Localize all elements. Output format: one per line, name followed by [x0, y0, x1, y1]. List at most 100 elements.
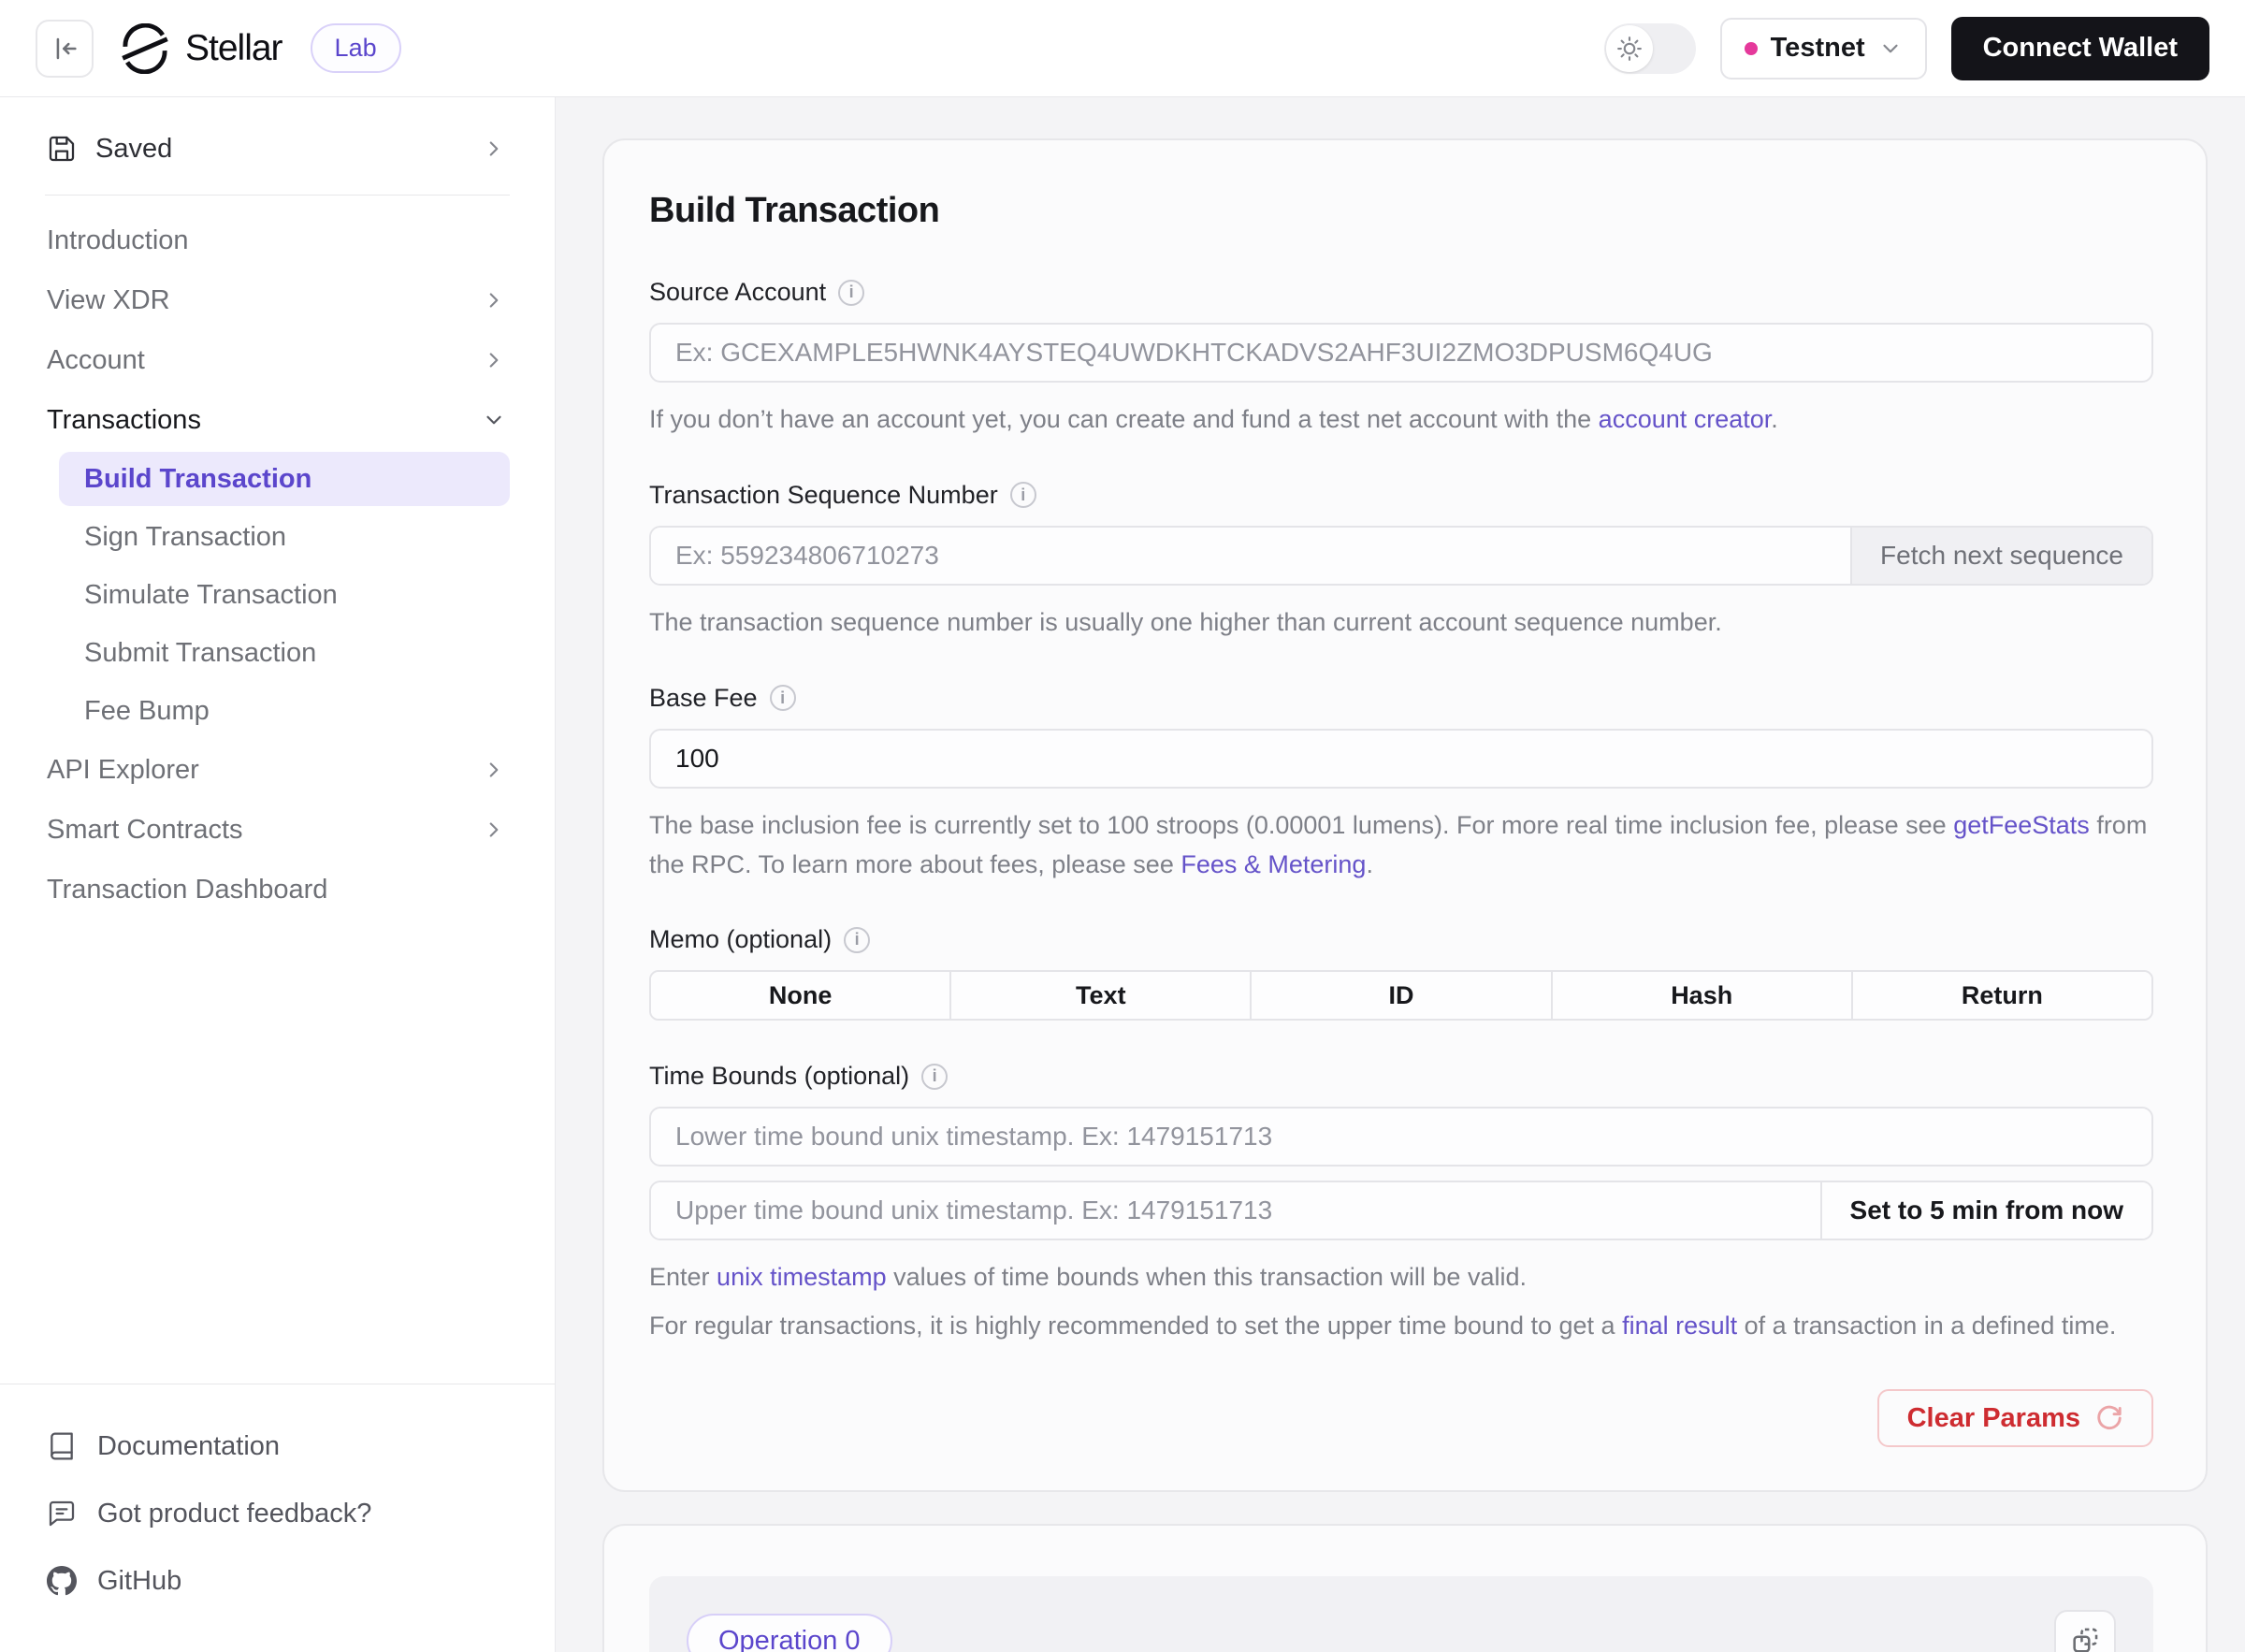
source-account-label: Source Account [649, 278, 827, 306]
base-fee-field: Base Fee i The base inclusion fee is cur… [649, 684, 2153, 885]
operations-card: Operation 0 Operation type i S [602, 1524, 2208, 1652]
sidebar-item-feedback[interactable]: Got product feedback? [0, 1480, 555, 1547]
sidebar-item-transactions[interactable]: Transactions [0, 390, 555, 450]
sequence-number-helper: The transaction sequence number is usual… [649, 607, 1722, 636]
time-bounds-helper-1: Enter unix timestamp values of time boun… [649, 1263, 1527, 1292]
collapse-sidebar-icon [56, 37, 77, 59]
book-icon [47, 1431, 77, 1461]
network-label: Testnet [1770, 33, 1865, 63]
fees-metering-link[interactable]: Fees & Metering [1180, 849, 1367, 878]
account-creator-link[interactable]: account creator [1598, 405, 1772, 433]
sidebar-item-build-transaction[interactable]: Build Transaction [59, 452, 510, 506]
feedback-icon [47, 1499, 77, 1529]
sidebar-item-transaction-dashboard[interactable]: Transaction Dashboard [0, 860, 555, 920]
chevron-down-icon [1883, 44, 1898, 52]
fetch-next-sequence-button[interactable]: Fetch next sequence [1850, 527, 2151, 584]
main-content: Build Transaction Source Account i If yo… [556, 97, 2245, 1652]
operation-badge: Operation 0 [687, 1614, 892, 1652]
set-5-min-button[interactable]: Set to 5 min from now [1819, 1182, 2151, 1239]
sidebar-item-view-xdr[interactable]: View XDR [0, 270, 555, 330]
memo-field: Memo (optional) i None Text ID Hash Retu… [649, 925, 2153, 1022]
get-fee-stats-link[interactable]: getFeeStats [1953, 810, 2090, 839]
memo-tab-return[interactable]: Return [1852, 972, 2151, 1020]
memo-tab-hash[interactable]: Hash [1552, 972, 1853, 1020]
sidebar-item-account[interactable]: Account [0, 330, 555, 390]
theme-toggle[interactable] [1603, 22, 1696, 74]
memo-tab-id[interactable]: ID [1252, 972, 1553, 1020]
lab-badge: Lab [310, 23, 401, 73]
info-icon[interactable]: i [838, 279, 865, 306]
sidebar-item-simulate-transaction[interactable]: Simulate Transaction [84, 579, 338, 610]
lower-time-bound-input[interactable] [649, 1107, 2153, 1167]
final-result-link[interactable]: final result [1622, 1311, 1738, 1340]
sidebar-item-fee-bump[interactable]: Fee Bump [84, 695, 210, 726]
sidebar-item-label: Got product feedback? [97, 1498, 372, 1529]
unix-timestamp-link[interactable]: unix timestamp [717, 1263, 887, 1292]
memo-label: Memo (optional) [649, 925, 833, 954]
upper-time-bound-input[interactable] [651, 1182, 1820, 1239]
memo-type-tabs: None Text ID Hash Return [649, 970, 2153, 1022]
sidebar-item-documentation[interactable]: Documentation [0, 1413, 555, 1480]
sidebar-item-sign-transaction[interactable]: Sign Transaction [84, 521, 287, 552]
duplicate-operation-button[interactable] [2054, 1610, 2116, 1652]
sidebar: Saved Introduction View XDR Account Tran… [0, 97, 556, 1652]
brand[interactable]: Stellar Lab [120, 22, 401, 74]
clear-params-label: Clear Params [1906, 1402, 2080, 1433]
source-account-helper: If you don’t have an account yet, you ca… [649, 405, 1778, 433]
time-bounds-label: Time Bounds (optional) [649, 1062, 910, 1091]
sidebar-item-label: Saved [95, 133, 173, 164]
source-account-input[interactable] [649, 323, 2153, 383]
page-title: Build Transaction [649, 191, 940, 230]
sidebar-item-smart-contracts[interactable]: Smart Contracts [0, 800, 555, 860]
top-header: Stellar Lab Testnet Connect W [0, 0, 2245, 97]
sidebar-item-saved[interactable]: Saved [0, 118, 555, 180]
sequence-number-label: Transaction Sequence Number [649, 480, 998, 509]
time-bounds-field: Time Bounds (optional) i Set to 5 min fr… [649, 1062, 2153, 1346]
network-dot [1744, 41, 1758, 55]
chevron-down-icon [486, 415, 501, 425]
copy-icon [2073, 1628, 2098, 1652]
sidebar-item-label: Transaction Dashboard [47, 874, 328, 905]
sidebar-item-introduction[interactable]: Introduction [0, 210, 555, 270]
brand-name: Stellar [185, 27, 283, 68]
save-icon [47, 134, 77, 164]
stellar-logo-icon [122, 22, 168, 74]
operation-panel: Operation 0 Operation type i S [649, 1576, 2153, 1652]
sidebar-item-label: View XDR [47, 284, 170, 315]
sidebar-item-label: API Explorer [47, 754, 199, 785]
sun-icon [1616, 36, 1642, 61]
memo-tab-none[interactable]: None [651, 972, 952, 1020]
chevron-right-icon [489, 293, 499, 308]
clear-params-button[interactable]: Clear Params [1876, 1389, 2153, 1448]
info-icon[interactable]: i [1009, 482, 1036, 509]
sequence-number-field: Transaction Sequence Number i Fetch next… [649, 481, 2153, 643]
header-left: Stellar Lab [36, 19, 401, 78]
info-icon[interactable]: i [921, 1063, 949, 1090]
sidebar-item-api-explorer[interactable]: API Explorer [0, 740, 555, 800]
info-icon[interactable]: i [844, 926, 871, 953]
base-fee-input[interactable] [649, 728, 2153, 789]
memo-tab-text[interactable]: Text [951, 972, 1253, 1020]
info-icon[interactable]: i [769, 685, 796, 712]
sidebar-item-github[interactable]: GitHub [0, 1547, 555, 1615]
base-fee-helper: The base inclusion fee is currently set … [649, 810, 2148, 878]
chevron-right-icon [489, 353, 499, 368]
collapse-sidebar-button[interactable] [36, 19, 94, 78]
chevron-right-icon [489, 762, 499, 777]
header-right: Testnet Connect Wallet [1603, 16, 2209, 80]
sequence-number-input[interactable] [651, 527, 1851, 584]
sidebar-footer: Documentation Got product feedback? [0, 1384, 555, 1652]
sidebar-item-submit-transaction[interactable]: Submit Transaction [84, 637, 317, 668]
connect-wallet-button[interactable]: Connect Wallet [1950, 16, 2209, 80]
chevron-right-icon [489, 822, 499, 837]
sidebar-divider [45, 195, 510, 196]
sidebar-item-label: Smart Contracts [47, 814, 243, 845]
time-bounds-helper-2: For regular transactions, it is highly r… [649, 1311, 2117, 1340]
github-icon [47, 1566, 77, 1596]
sidebar-item-label: Transactions [47, 404, 201, 435]
network-select[interactable]: Testnet [1719, 17, 1927, 80]
sidebar-item-label: Account [47, 344, 145, 375]
sidebar-item-label: Documentation [97, 1430, 281, 1461]
theme-toggle-knob [1605, 24, 1653, 72]
